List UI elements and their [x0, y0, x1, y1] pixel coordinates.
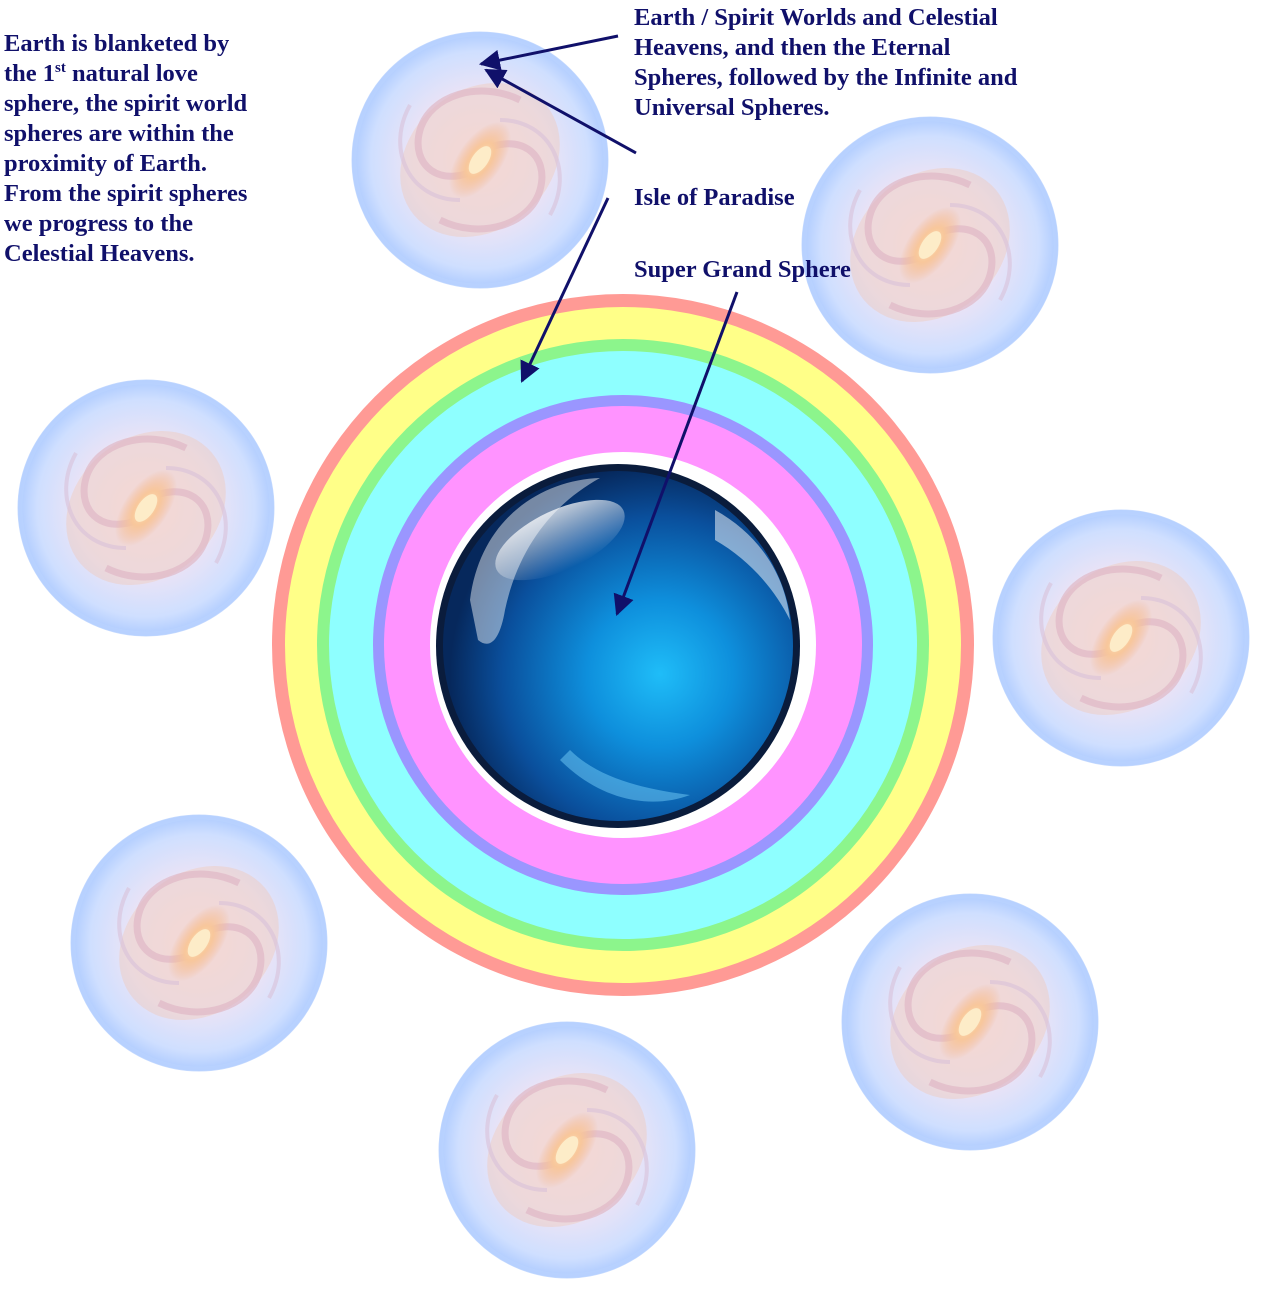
- galaxy-bubble-icon: [802, 117, 1058, 373]
- super-grand-sphere-label: Super Grand Sphere: [634, 256, 851, 283]
- earth-blanket-note: Earth is blanketed by the 1st natural lo…: [4, 30, 248, 267]
- arrow-isle-of-paradise: [520, 197, 610, 383]
- isle-of-paradise-label: Isle of Paradise: [634, 184, 795, 211]
- galaxy-bubble-icon: [439, 1022, 695, 1278]
- galaxy-bubble-icon: [18, 380, 274, 636]
- spheres-progression-note: Earth / Spirit Worlds and Celestial Heav…: [634, 4, 1018, 121]
- galaxy-bubble-icon: [352, 32, 608, 288]
- arrow-super-grand-sphere: [613, 291, 739, 616]
- galaxy-bubble-icon: [71, 815, 327, 1071]
- super-grand-sphere-orb: [436, 464, 800, 828]
- arrow-top-2: [484, 68, 637, 155]
- galaxy-bubble-icon: [842, 894, 1098, 1150]
- arrow-top-1: [478, 34, 619, 71]
- galaxy-bubble-icon: [993, 510, 1249, 766]
